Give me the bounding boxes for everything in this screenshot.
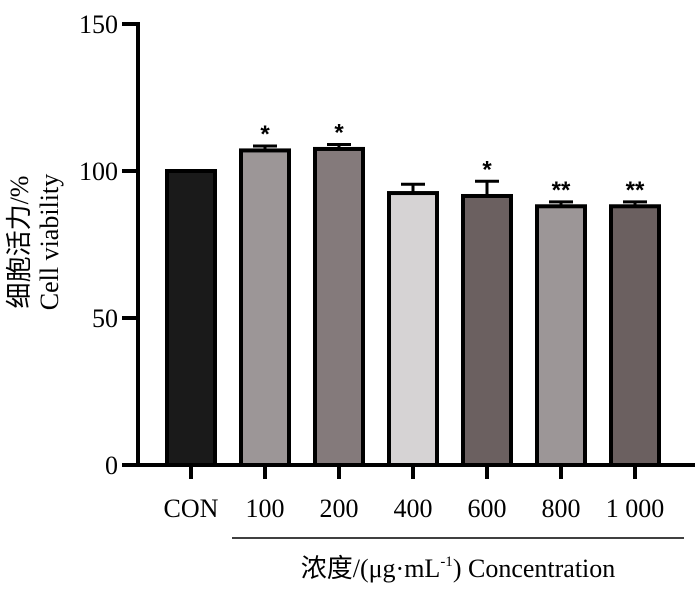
significance-marker: ** [626,177,645,204]
significance-marker: * [260,121,270,148]
significance-marker: ** [552,177,571,204]
significance-markers: * **** ** [260,120,645,204]
y-axis-title-cn: 细胞活力/% [5,176,34,309]
y-tick-label: 150 [79,10,118,39]
error-bars [253,143,647,207]
bar [387,191,439,468]
x-tick-label: 800 [542,494,581,523]
y-tick-label: 50 [92,304,118,333]
bar [165,169,217,467]
bar [609,204,661,467]
significance-marker: * [482,156,492,183]
x-tick-labels: CON 100 200 400 600 800 1 000 [164,494,665,523]
x-axis-title-en: ) Concentration [453,554,615,583]
x-tick-label: 600 [468,494,507,523]
x-axis-title-cn: 浓度/(μg·mL [301,554,441,583]
x-tick-label: 100 [246,494,285,523]
y-axis: 0 50 100 150 [79,10,140,480]
bar [461,193,513,468]
x-axis-title-sup: -1 [440,554,453,570]
x-tick-label: CON [164,494,219,523]
bars [165,146,661,468]
x-axis-title: 浓度/(μg·mL-1) Concentration [301,554,616,583]
y-tick-label: 0 [105,451,118,480]
x-tick-label: 200 [320,494,359,523]
bar [239,148,291,467]
x-tick-label: 400 [394,494,433,523]
y-axis-title-en: Cell viability [35,174,64,311]
significance-marker: * [334,120,344,147]
y-tick-label: 100 [79,157,118,186]
bar [313,146,365,467]
x-tick-label: 1 000 [606,494,665,523]
bar [535,204,587,467]
